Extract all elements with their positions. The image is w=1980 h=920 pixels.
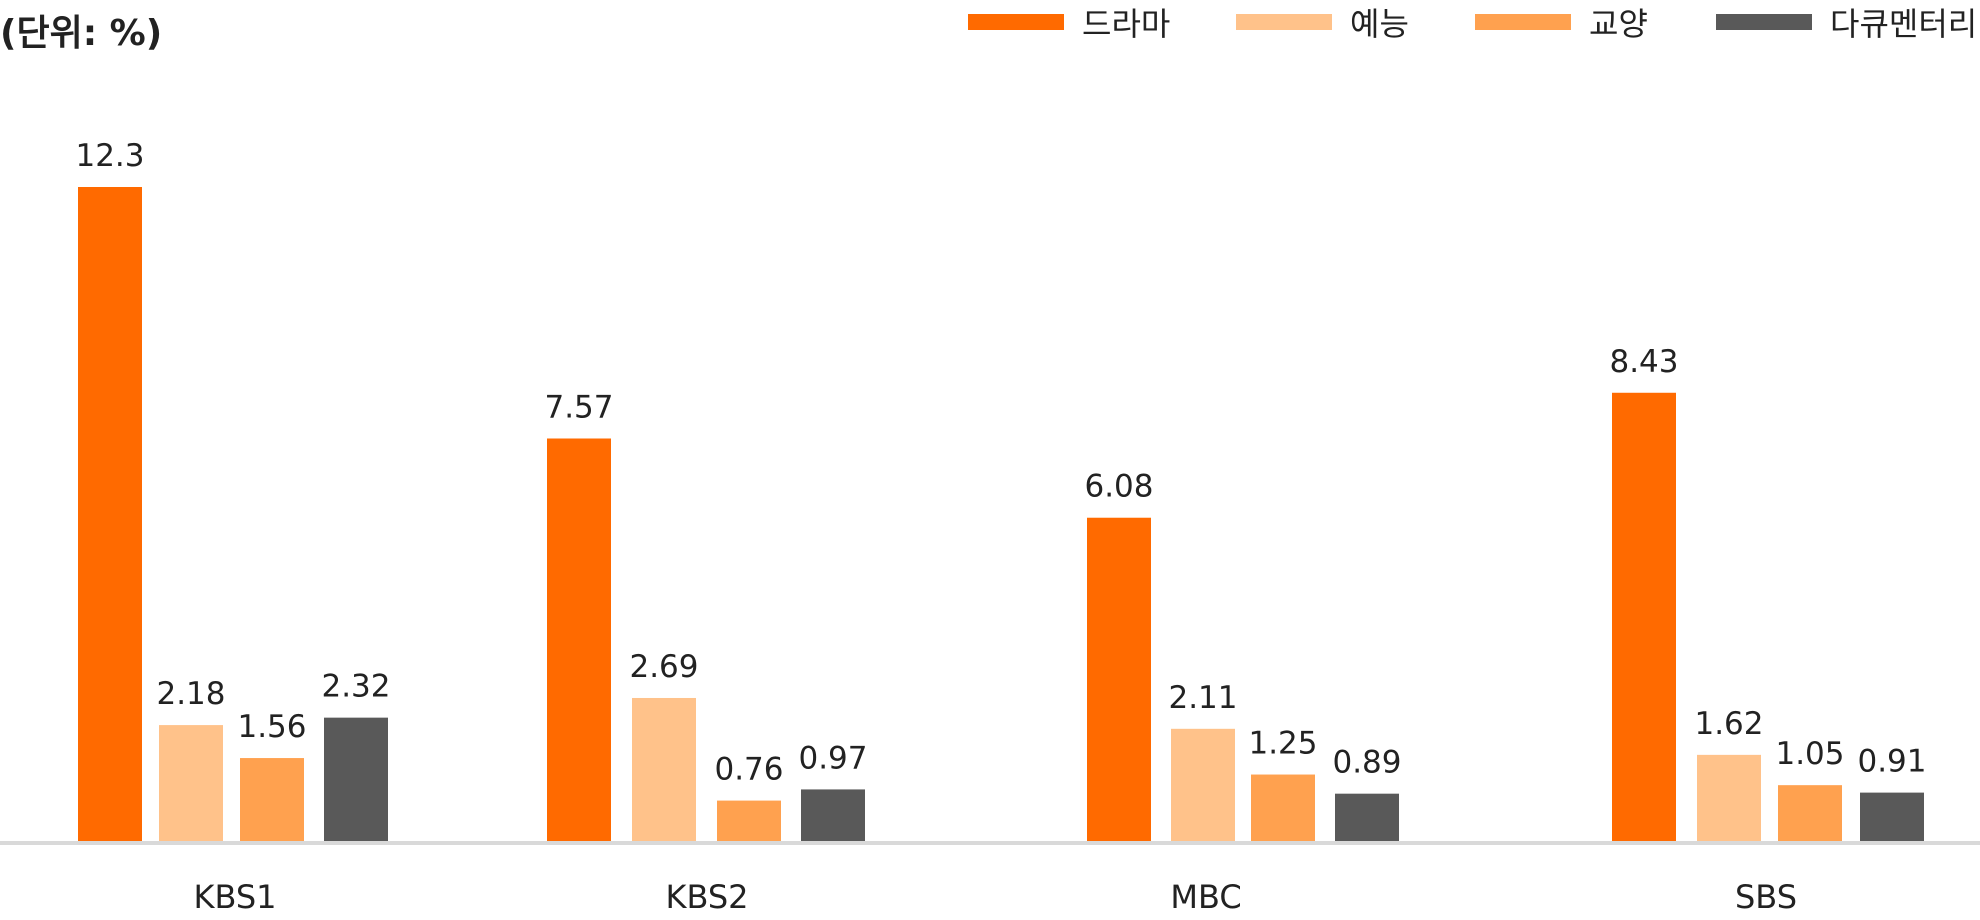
legend-swatch-0 <box>968 14 1064 30</box>
value-label-kbs1-1: 2.18 <box>156 676 225 712</box>
bar-kbs1-1 <box>159 725 223 841</box>
legend-label-2: 교양 <box>1589 5 1648 43</box>
legend-label-1: 예능 <box>1350 5 1409 43</box>
legend-label-0: 드라마 <box>1082 5 1171 43</box>
bar-kbs1-3 <box>324 717 388 841</box>
bar-sbs-2 <box>1778 785 1842 841</box>
legend-swatch-2 <box>1475 14 1571 30</box>
bar-kbs1-2 <box>240 758 304 841</box>
value-label-kbs2-2: 0.76 <box>714 752 783 788</box>
value-label-kbs1-3: 2.32 <box>321 669 390 705</box>
value-label-kbs2-3: 0.97 <box>798 740 867 776</box>
bar-mbc-1 <box>1171 728 1235 841</box>
value-label-kbs1-0: 12.3 <box>75 138 144 174</box>
legend-item-1: 예능 <box>1236 0 1409 44</box>
unit-label: (단위: %) <box>0 13 163 54</box>
bar-kbs2-0 <box>547 438 611 841</box>
legend-item-3: 다큐멘터리 <box>1716 0 1977 44</box>
value-label-sbs-2: 1.05 <box>1775 736 1844 772</box>
category-label-kbs1: KBS1 <box>193 878 276 916</box>
category-label-sbs: SBS <box>1735 878 1797 916</box>
value-label-sbs-0: 8.43 <box>1609 344 1678 380</box>
value-label-mbc-3: 0.89 <box>1332 745 1401 781</box>
bar-sbs-1 <box>1697 754 1761 841</box>
bar-sbs-0 <box>1612 392 1676 841</box>
value-label-sbs-3: 0.91 <box>1857 744 1926 780</box>
bar-mbc-2 <box>1251 774 1315 841</box>
legend-swatch-1 <box>1236 14 1332 30</box>
value-label-mbc-2: 1.25 <box>1248 726 1317 762</box>
legend-item-0: 드라마 <box>968 0 1170 44</box>
bar-sbs-3 <box>1860 792 1924 841</box>
bar-mbc-3 <box>1335 793 1399 841</box>
bar-mbc-0 <box>1087 517 1151 841</box>
x-axis-line <box>0 841 1980 845</box>
legend-swatch-3 <box>1716 14 1812 30</box>
category-label-kbs2: KBS2 <box>665 878 748 916</box>
value-label-kbs2-0: 7.57 <box>544 389 613 425</box>
bar-kbs1-0 <box>78 187 142 841</box>
value-label-sbs-1: 1.62 <box>1694 706 1763 742</box>
value-label-kbs1-2: 1.56 <box>237 709 306 745</box>
legend-label-3: 다큐멘터리 <box>1830 5 1978 43</box>
value-label-kbs2-1: 2.69 <box>629 649 698 685</box>
category-label-mbc: MBC <box>1170 878 1241 916</box>
bar-kbs2-2 <box>717 800 781 841</box>
legend-item-2: 교양 <box>1475 0 1648 44</box>
bar-kbs2-1 <box>632 697 696 841</box>
value-label-mbc-0: 6.08 <box>1084 469 1153 505</box>
bar-kbs2-3 <box>801 789 865 841</box>
value-label-mbc-1: 2.11 <box>1168 680 1237 716</box>
